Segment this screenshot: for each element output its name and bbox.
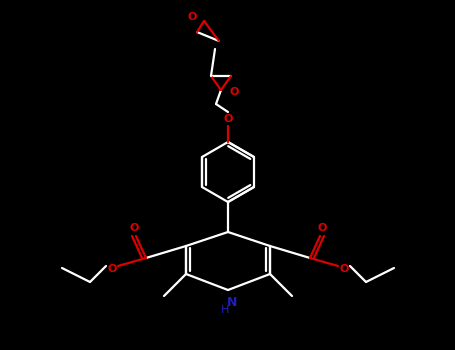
Text: O: O [339,264,349,274]
Text: O: O [229,87,239,97]
Text: O: O [223,114,233,124]
Text: H: H [221,305,229,315]
Text: O: O [187,12,197,22]
Text: O: O [107,264,116,274]
Text: O: O [317,223,327,233]
Text: O: O [129,223,139,233]
Text: N: N [227,296,237,309]
